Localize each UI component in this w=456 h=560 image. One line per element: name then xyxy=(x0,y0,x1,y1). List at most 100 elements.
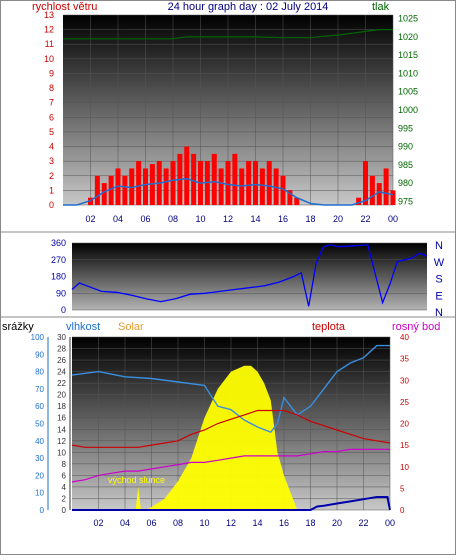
pressure-tick-label: 1000 xyxy=(398,105,418,115)
solar-tick-label: 12 xyxy=(57,437,66,446)
pressure-tick-label: 995 xyxy=(398,123,413,133)
wind-x-tick-label: 22 xyxy=(360,214,370,224)
bottom-x-tick-label: 18 xyxy=(305,518,315,528)
pressure-tick-label: 980 xyxy=(398,178,413,188)
rain-tick-label: 40 xyxy=(35,437,44,446)
rain-tick-label: 0 xyxy=(40,506,45,515)
wind-tick-label: 0 xyxy=(49,200,54,210)
bottom-x-tick-label: 12 xyxy=(226,518,236,528)
wind-average-line xyxy=(63,177,394,206)
solar-tick-label: 22 xyxy=(57,379,66,388)
compass-letter: N xyxy=(435,240,443,252)
wind-tick-label: 1 xyxy=(49,185,54,195)
solar-tick-label: 0 xyxy=(62,506,67,515)
bottom-x-tick-label: 04 xyxy=(120,518,130,528)
wind-tick-label: 7 xyxy=(49,98,54,108)
bottom-series xyxy=(71,344,391,511)
wind-tick-label: 2 xyxy=(49,171,54,181)
wind-x-tick-label: 14 xyxy=(250,214,260,224)
compass-letter: E xyxy=(435,290,442,302)
rain-tick-label: 60 xyxy=(35,402,44,411)
temp-tick-label: 10 xyxy=(400,463,409,472)
bottom-x-tick-label: 06 xyxy=(146,518,156,528)
temperature-line xyxy=(71,409,391,448)
temp-axis-label: teplota xyxy=(312,321,346,333)
solar-area xyxy=(125,365,298,510)
temp-tick-label: 25 xyxy=(400,398,409,407)
compass-letter: W xyxy=(434,257,445,269)
wind-tick-label: 11 xyxy=(45,39,54,49)
wind-x-tick-label: 02 xyxy=(85,214,95,224)
compass-letter: N xyxy=(435,307,443,319)
rain-tick-label: 80 xyxy=(35,368,44,377)
temp-tick-label: 40 xyxy=(400,333,409,342)
solar-tick-label: 24 xyxy=(57,368,66,377)
sunrise-annotation: východ slunce xyxy=(108,475,165,485)
wind-tick-label: 3 xyxy=(49,156,54,166)
wind-x-tick-label: 00 xyxy=(388,214,398,224)
pressure-tick-label: 1020 xyxy=(398,32,418,42)
humidity-axis-label: vlhkost xyxy=(66,321,100,333)
direction-tick-label: 90 xyxy=(56,288,66,298)
rain-tick-label: 70 xyxy=(35,385,44,394)
bottom-x-tick-label: 16 xyxy=(279,518,289,528)
bottom-x-tick-label: 22 xyxy=(358,518,368,528)
pressure-tick-label: 1025 xyxy=(398,14,418,24)
dew-axis-label: rosný bod xyxy=(392,321,440,333)
compass-letter: S xyxy=(435,274,442,286)
solar-tick-label: 6 xyxy=(62,471,67,480)
direction-grid xyxy=(72,242,427,311)
rain-line xyxy=(72,496,391,511)
pressure-line xyxy=(63,29,393,40)
solar-tick-label: 4 xyxy=(62,483,67,492)
temp-tick-label: 5 xyxy=(400,484,405,493)
pressure-tick-label: 975 xyxy=(398,196,413,206)
direction-tick-label: 0 xyxy=(61,305,66,315)
wind-x-tick-label: 04 xyxy=(113,214,123,224)
pressure-tick-label: 1015 xyxy=(398,50,418,60)
rain-tick-label: 100 xyxy=(31,333,45,342)
bottom-x-tick-label: 02 xyxy=(93,518,103,528)
rain-tick-label: 30 xyxy=(35,454,44,463)
wind-series xyxy=(63,29,396,206)
temp-tick-label: 15 xyxy=(400,441,409,450)
wind-x-tick-label: 12 xyxy=(223,214,233,224)
wind-tick-label: 10 xyxy=(44,54,54,64)
wind-x-tick-label: 16 xyxy=(278,214,288,224)
solar-tick-label: 10 xyxy=(57,448,66,457)
solar-tick-label: 20 xyxy=(57,391,66,400)
solar-tick-label: 30 xyxy=(57,333,66,342)
temp-tick-label: 35 xyxy=(400,355,409,364)
wind-tick-label: 5 xyxy=(49,127,54,137)
wind-axis-label: rychlost větru xyxy=(32,1,97,13)
dew-point-line xyxy=(71,448,390,483)
direction-line xyxy=(71,244,428,307)
rain-tick-label: 10 xyxy=(35,489,44,498)
wind-tick-label: 8 xyxy=(49,83,54,93)
rain-tick-label: 90 xyxy=(35,350,44,359)
direction-tick-label: 270 xyxy=(51,255,66,265)
humidity-line xyxy=(71,344,390,433)
bottom-x-tick-label: 10 xyxy=(199,518,209,528)
rain-axis-label: srážky xyxy=(2,321,34,333)
wind-tick-label: 6 xyxy=(49,112,54,122)
wind-tick-label: 4 xyxy=(49,142,54,152)
wind-tick-label: 9 xyxy=(49,68,54,78)
wind-x-tick-label: 06 xyxy=(140,214,150,224)
wind-x-ticks: 02 04 06 08 10 12 14 16 18 20 22 00 xyxy=(85,214,398,224)
solar-tick-label: 26 xyxy=(57,356,66,365)
solar-axis-label: Solar xyxy=(118,321,144,333)
solar-tick-label: 28 xyxy=(57,345,66,354)
chart-title: 24 hour graph day : 02 July 2014 xyxy=(168,1,329,13)
bottom-x-tick-label: 00 xyxy=(385,518,395,528)
temp-tick-label: 30 xyxy=(400,376,409,385)
solar-tick-label: 2 xyxy=(62,494,67,503)
pressure-axis-ticks: 975 980 985 990 995 1000 1005 1010 1015 1020 1025 xyxy=(398,14,418,207)
wind-grid xyxy=(63,14,394,206)
bottom-x-tick-label: 08 xyxy=(173,518,183,528)
solar-tick-label: 8 xyxy=(62,460,67,469)
